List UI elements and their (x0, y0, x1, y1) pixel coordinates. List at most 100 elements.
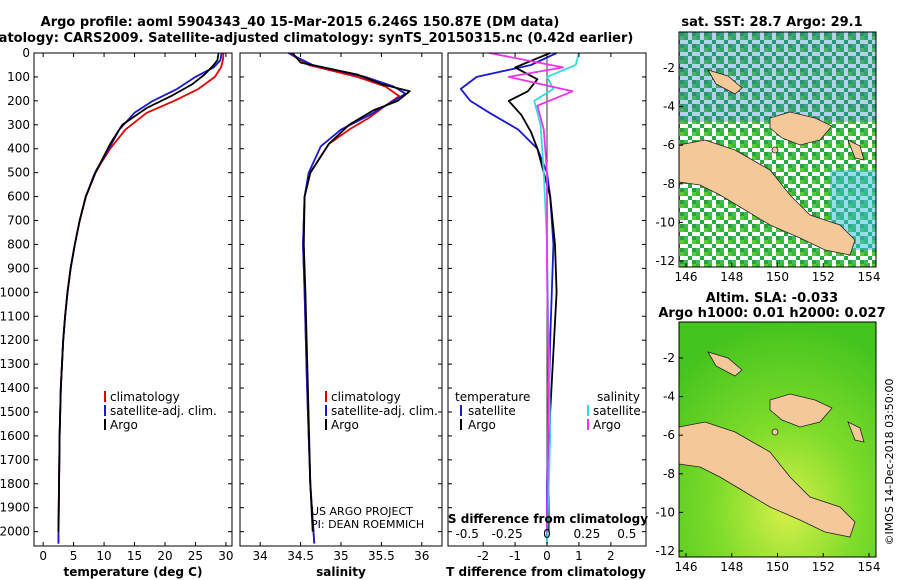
depth-tick-label: 600 (7, 190, 30, 204)
x-tick-label: 1 (575, 549, 583, 563)
sst-map-title: sat. SST: 28.7 Argo: 29.1 (681, 15, 862, 30)
map-y-tick-label: -8 (663, 467, 675, 481)
depth-tick-label: 1200 (0, 333, 30, 347)
sst-new-britain (769, 111, 833, 146)
legend-title-temperature: temperature (455, 390, 530, 404)
sst-map-panel: sat. SST: 28.7 Argo: 29.1 146 148 150 152 15… (655, 15, 880, 284)
map-y-tick-label: -2 (663, 351, 675, 365)
depth-tick-label: 200 (7, 94, 30, 108)
legend-label-satellite: satellite-adj. clim. (110, 404, 217, 418)
salinity-frame (239, 52, 443, 547)
x-tick-label: 20 (157, 549, 172, 563)
depth-tick-label: 0 (22, 46, 30, 60)
legend-label-satellite: satellite-adj. clim. (331, 404, 438, 418)
x-tick-label: 34 (253, 549, 268, 563)
sla-argo-location (771, 428, 779, 436)
x-tick-label: 36 (414, 549, 429, 563)
legend-label-argo: Argo (110, 418, 138, 432)
depth-tick-label: 1800 (0, 477, 30, 491)
map-x-tick-label: 152 (812, 560, 835, 574)
map-x-tick-label: 146 (675, 270, 698, 284)
x-tick-label: 2 (607, 549, 615, 563)
legend-swatch-s-argo (587, 419, 589, 430)
map-x-tick-label: 154 (858, 560, 881, 574)
depth-tick-label: 1500 (0, 405, 30, 419)
sla-map-title-1: Altim. SLA: -0.033 (706, 291, 838, 306)
x-tick-label: 15 (127, 549, 142, 563)
legend-label-argo: Argo (331, 418, 359, 432)
map-y-tick-label: -12 (655, 544, 675, 558)
depth-tick-label: 300 (7, 118, 30, 132)
sst-cool-region (679, 32, 876, 122)
sst-argo-location (771, 146, 779, 154)
series-line-climatology (57, 52, 225, 544)
x-tick-label: 0 (39, 549, 47, 563)
series-line-s-argo (489, 52, 574, 532)
s-tick-label: 0.5 (617, 527, 636, 541)
map-x-tick-label: 150 (766, 560, 789, 574)
legend-label-t-argo: Argo (468, 418, 496, 432)
map-x-tick-label: 148 (720, 560, 743, 574)
title-line-1: Argo profile: aoml 5904343_40 15-Mar-201… (41, 15, 560, 30)
legend-swatch-satellite (325, 405, 327, 416)
x-tick-label: 34.5 (287, 549, 314, 563)
depth-tick-label: 2000 (0, 525, 30, 539)
title-line-2: Climatology: CARS2009. Satellite-adjuste… (0, 31, 633, 46)
legend-swatch-s-satellite (587, 405, 589, 416)
temperature-series (57, 52, 225, 544)
salinity-legend: climatology satellite-adj. clim. Argo (325, 390, 438, 432)
depth-tick-label: 900 (7, 261, 30, 275)
pi-credit: PI: DEAN ROEMMICH (311, 518, 424, 531)
map-x-tick-label: 146 (675, 560, 698, 574)
legend-swatch-climatology (325, 391, 327, 402)
legend-label-t-satellite: satellite (468, 404, 516, 418)
salinity-diff-xticks: -0.5 -0.25 0 0.25 0.5 (455, 527, 636, 541)
sla-map-title-2: Argo h1000: 0.01 h2000: 0.027 (658, 306, 885, 321)
sla-png-landmass (678, 421, 856, 538)
legend-swatch-argo (325, 419, 327, 430)
sla-map-ticks: 146 148 150 152 154 -2 -4 -6 -8 -10 -12 (655, 351, 880, 574)
map-x-tick-label: 150 (766, 270, 789, 284)
legend-label-s-satellite: satellite (593, 404, 641, 418)
temperature-legend: climatology satellite-adj. clim. Argo (104, 390, 217, 432)
depth-tick-label: 500 (7, 166, 30, 180)
x-tick-label: 35.5 (368, 549, 395, 563)
legend-label-climatology: climatology (331, 390, 401, 404)
project-credit: US ARGO PROJECT (311, 505, 413, 518)
map-x-tick-label: 152 (812, 270, 835, 284)
legend-swatch-climatology (104, 391, 106, 402)
x-tick-label: 35 (333, 549, 348, 563)
depth-tick-label: 100 (7, 70, 30, 84)
difference-xticks: -2 -1 0 1 2 (477, 53, 615, 563)
legend-swatch-argo (104, 419, 106, 430)
sst-new-ireland (707, 69, 743, 95)
sla-new-ireland (707, 351, 743, 377)
series-line-satellite-adj-clim- (57, 52, 223, 544)
sla-new-britain (769, 393, 833, 428)
series-line-argo (291, 52, 411, 532)
legend-swatch-t-argo (460, 419, 462, 430)
map-y-tick-label: -6 (663, 428, 675, 442)
temperature-xticks: 0 5 10 15 20 25 30 (39, 53, 234, 563)
x-tick-label: 10 (96, 549, 111, 563)
x-tick-label: -2 (477, 549, 489, 563)
map-y-tick-label: -8 (663, 177, 675, 191)
sst-map-ticks: 146 148 150 152 154 -2 -4 -6 -8 -10 -12 (655, 61, 880, 284)
difference-panel: -2 -1 0 1 2 -0.5 -0.25 0 0.25 0.5 S difference f… (446, 52, 648, 579)
sla-bougainville (847, 421, 865, 443)
s-tick-label: 0.25 (574, 527, 601, 541)
map-y-tick-label: -10 (655, 215, 675, 229)
depth-tick-label: 800 (7, 237, 30, 251)
map-x-tick-label: 148 (720, 270, 743, 284)
sla-map-panel: Altim. SLA: -0.033 Argo h1000: 0.01 h200… (655, 291, 885, 574)
temperature-panel: 0 5 10 15 20 25 30 temperature (deg C) climato… (33, 52, 234, 579)
temperature-xlabel: temperature (deg C) (64, 565, 203, 579)
depth-tick-label: 1100 (0, 309, 30, 323)
salinity-xlabel: salinity (316, 565, 366, 579)
s-tick-label: -0.25 (492, 527, 523, 541)
x-tick-label: 5 (70, 549, 78, 563)
depth-tick-label: 400 (7, 142, 30, 156)
depth-tick-label: 1300 (0, 357, 30, 371)
legend-swatch-t-satellite (460, 405, 462, 416)
map-x-tick-label: 154 (858, 270, 881, 284)
